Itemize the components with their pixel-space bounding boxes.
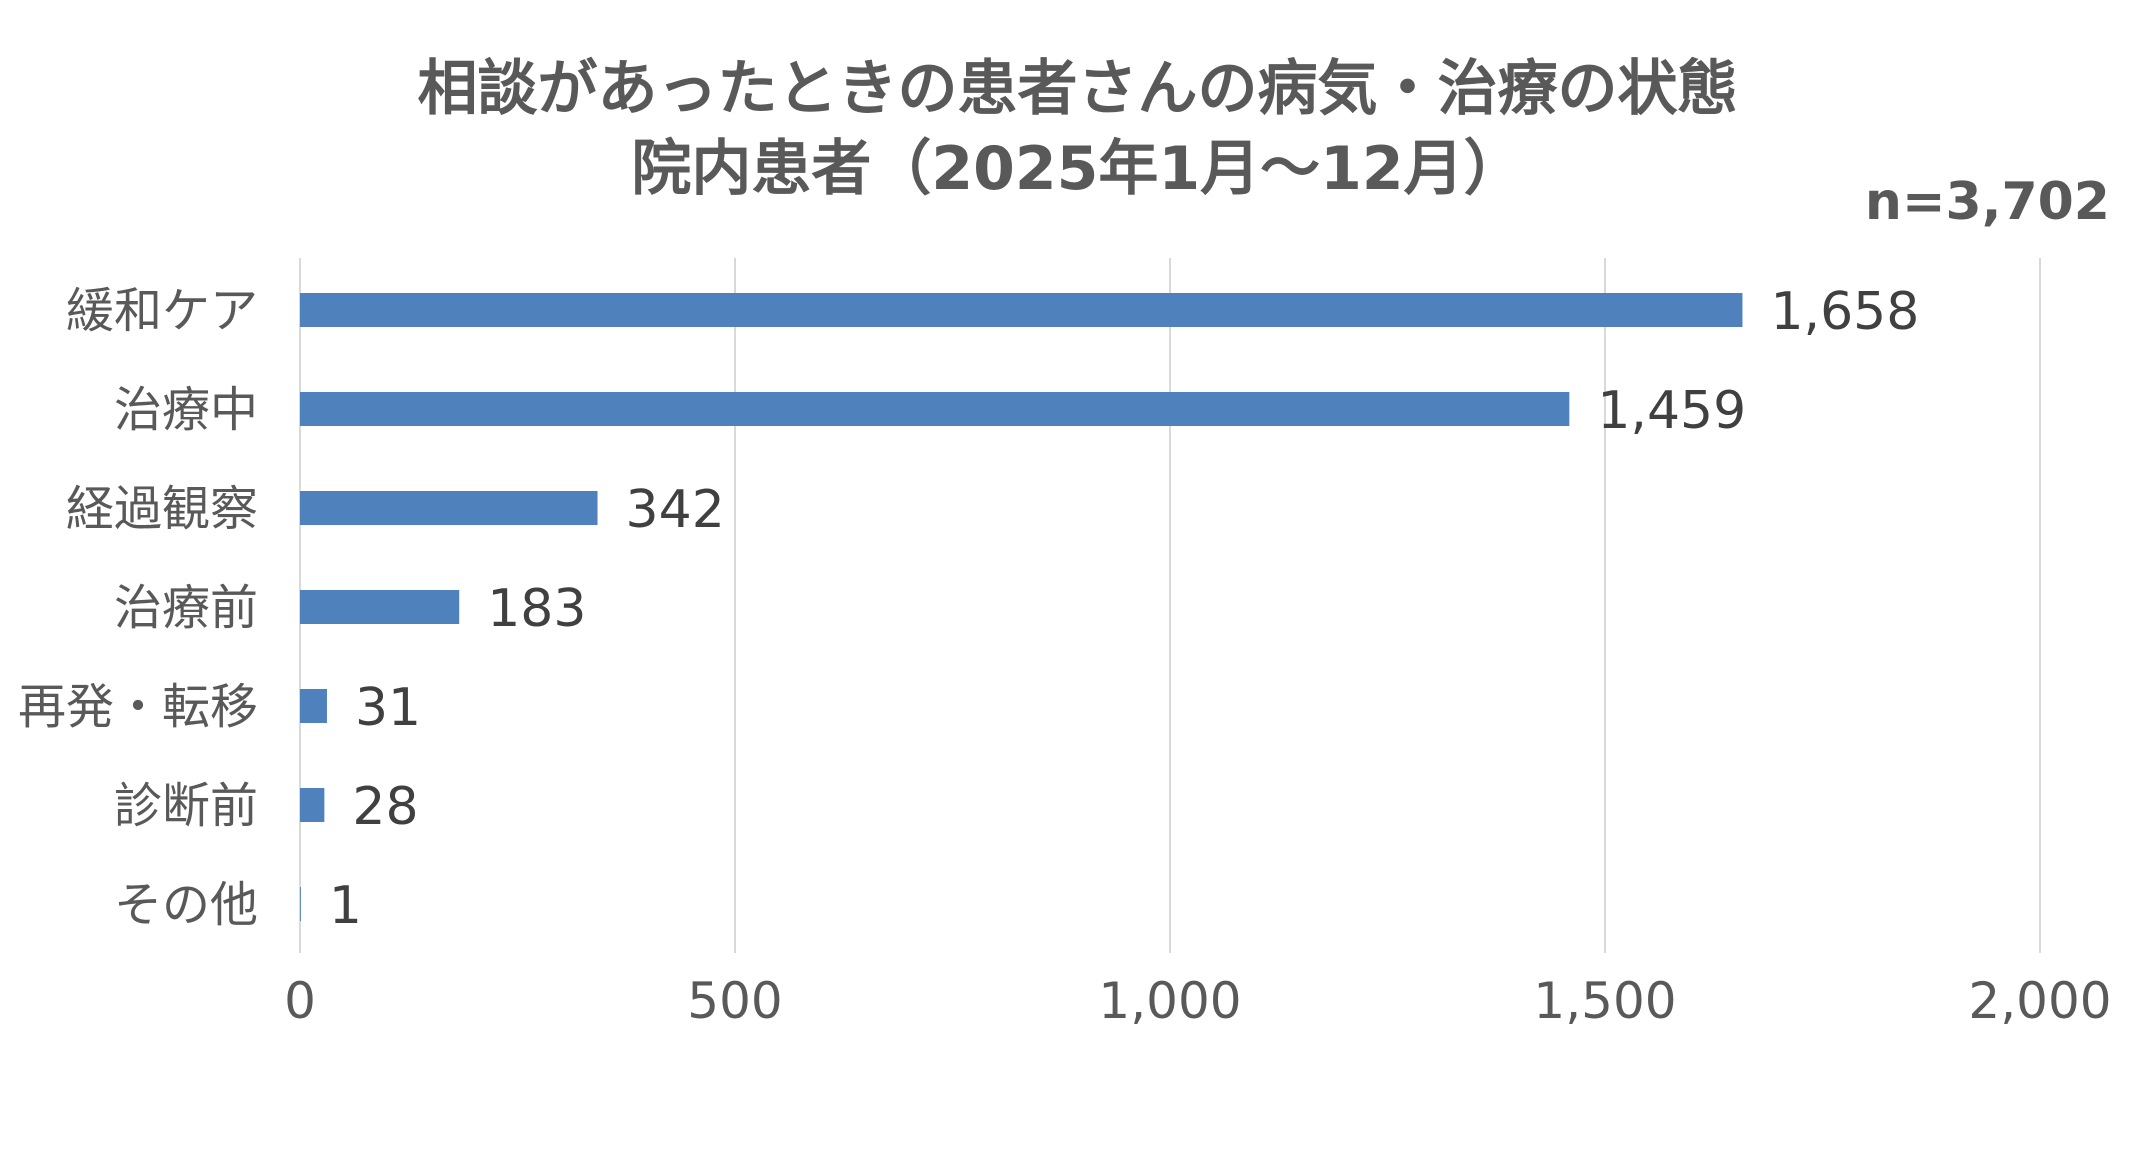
- x-axis-tick-labels: 0 500 1,000 1,500 2,000: [284, 972, 2111, 1030]
- value-label: 342: [626, 480, 725, 540]
- value-label: 183: [487, 579, 586, 639]
- value-label: 1,658: [1770, 282, 1919, 342]
- x-tick-label: 0: [284, 972, 316, 1030]
- x-tick-label: 1,000: [1098, 972, 1241, 1030]
- category-label: 診断前: [114, 778, 258, 834]
- bar: [300, 689, 327, 723]
- gridlines: [299, 258, 2041, 953]
- category-label: 治療前: [114, 580, 258, 636]
- bar: [300, 788, 325, 822]
- category-label: その他: [114, 877, 258, 933]
- chart-title: 相談があったときの患者さんの病気・治療の状態: [417, 54, 1738, 124]
- value-label: 1: [329, 876, 362, 936]
- category-label: 緩和ケア: [66, 283, 258, 339]
- bar: [300, 293, 1743, 327]
- category-label: 再発・転移: [18, 679, 258, 735]
- category-label: 治療中: [114, 382, 258, 438]
- bar: [300, 491, 598, 525]
- x-tick-label: 500: [687, 972, 782, 1030]
- bar: [300, 887, 301, 921]
- bar: [300, 590, 460, 624]
- value-labels: 1,658 1,459 342 183 31 28 1: [329, 282, 1919, 936]
- x-tick-label: 2,000: [1968, 972, 2111, 1030]
- x-tick-label: 1,500: [1533, 972, 1676, 1030]
- sample-size-annotation: n=3,702: [1864, 172, 2110, 232]
- chart-subtitle: 院内患者（2025年1月～12月）: [631, 134, 1524, 204]
- value-label: 28: [352, 777, 418, 837]
- value-label: 1,459: [1597, 381, 1746, 441]
- value-label: 31: [355, 678, 421, 738]
- category-label: 経過観察: [66, 481, 258, 537]
- bar: [300, 392, 1570, 426]
- bars: [300, 293, 1743, 921]
